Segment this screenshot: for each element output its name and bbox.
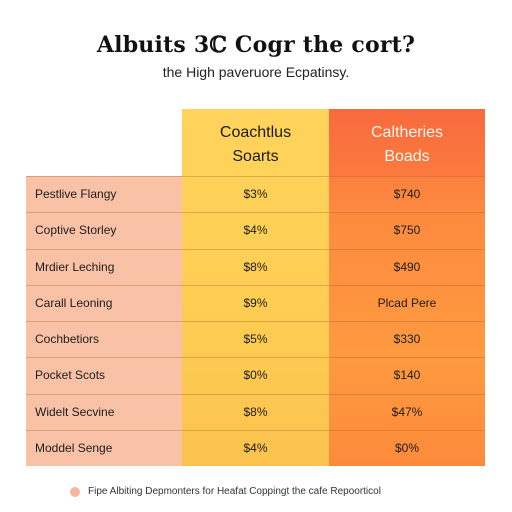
row-divider xyxy=(26,248,485,250)
row-label: Coptive Storley xyxy=(35,223,117,238)
row-divider xyxy=(26,429,485,431)
column-b-header-background xyxy=(329,109,485,176)
cell-column-b: $740 xyxy=(393,187,421,201)
table-row: Coptive Storley $4% $750 xyxy=(26,212,485,248)
table-row: Mrdier Leching $8% $490 xyxy=(26,248,485,285)
comparison-table: Coachtlus Soarts Caltheries Boads Pestli… xyxy=(26,109,485,466)
cell-column-b: $750 xyxy=(393,223,421,238)
column-b-header-line1: Caltheries xyxy=(370,124,444,141)
cell-column-b: $490 xyxy=(393,259,421,274)
cell-column-a: $8% xyxy=(243,259,268,274)
chart-title: Albuits 3ℂ Cogr the cort? xyxy=(96,32,416,58)
cell-column-a: $4% xyxy=(243,440,268,455)
table-row: Pocket Scots $0% $140 xyxy=(26,357,485,393)
row-label: Moddel Senge xyxy=(35,440,113,455)
row-divider xyxy=(26,357,485,359)
row-label: Pestlive Flangy xyxy=(35,187,117,201)
table-row: Widelt Secvine $8% $47% xyxy=(26,393,485,430)
column-b-header: Caltheries Boads xyxy=(329,121,485,169)
table-row: Carall Leoning $9% Plcad Pere xyxy=(26,284,485,321)
cell-column-a: $0% xyxy=(243,368,268,383)
cell-column-a: $3% xyxy=(243,187,268,201)
cell-column-a: $4% xyxy=(243,223,268,238)
row-label: Pocket Scots xyxy=(35,368,106,383)
column-b-header-line2: Boads xyxy=(384,148,430,165)
legend-text: Fipe Albiting Depmonters for Heafat Copp… xyxy=(88,486,381,497)
row-label: Cochbetiors xyxy=(35,332,100,346)
row-divider xyxy=(26,284,485,286)
cell-column-b: $330 xyxy=(393,332,421,346)
row-label: Carall Leoning xyxy=(35,295,113,310)
table-row: Moddel Senge $4% $0% xyxy=(26,429,485,466)
cell-column-b: $0% xyxy=(394,440,420,455)
cell-column-b: $47% xyxy=(391,404,423,419)
cell-column-a: $8% xyxy=(243,404,268,419)
row-label: Mrdier Leching xyxy=(35,259,115,274)
row-divider xyxy=(26,176,485,177)
legend-swatch xyxy=(70,487,80,497)
cell-column-b: Plcad Pere xyxy=(377,295,437,310)
cell-column-a: $5% xyxy=(243,332,268,346)
row-label: Widelt Secvine xyxy=(35,404,115,419)
column-a-background xyxy=(182,109,329,466)
column-a-header-line1: Coachtlus xyxy=(219,124,292,141)
chart-subtitle: the High paveruore Ecpatinsy. xyxy=(162,64,350,80)
cell-column-b: $140 xyxy=(393,368,421,383)
column-b-background xyxy=(329,109,485,466)
row-divider xyxy=(26,321,485,322)
column-a-header: Coachtlus Soarts xyxy=(182,121,329,169)
cell-column-a: $9% xyxy=(243,295,268,310)
row-divider xyxy=(26,393,485,395)
table-row: Cochbetiors $5% $330 xyxy=(26,321,485,357)
column-a-header-line2: Soarts xyxy=(232,148,279,165)
label-column-background xyxy=(26,176,182,466)
table-row: Pestlive Flangy $3% $740 xyxy=(26,176,485,212)
row-divider xyxy=(26,212,485,214)
